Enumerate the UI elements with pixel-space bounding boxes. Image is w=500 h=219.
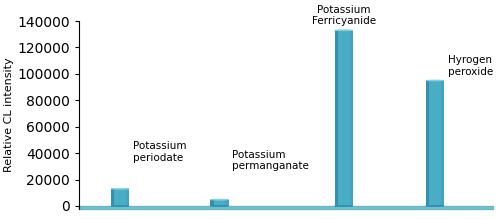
Bar (350, 30, 353, 206)
Ellipse shape (334, 30, 353, 31)
Bar (440, 81, 444, 206)
Bar (334, 30, 338, 206)
Ellipse shape (426, 80, 444, 81)
Ellipse shape (210, 199, 228, 200)
Bar (111, 189, 129, 206)
Bar (210, 200, 228, 206)
Bar (210, 200, 214, 206)
Ellipse shape (334, 205, 353, 207)
Bar (426, 81, 444, 206)
Text: Potassium
periodate: Potassium periodate (133, 141, 186, 163)
Bar (226, 200, 228, 206)
Bar (126, 189, 129, 206)
Y-axis label: Relative CL intensity: Relative CL intensity (4, 58, 14, 173)
Ellipse shape (111, 188, 129, 189)
Ellipse shape (426, 205, 444, 207)
Bar (334, 30, 353, 206)
Ellipse shape (111, 205, 129, 207)
Text: Hyrogen
peroxide: Hyrogen peroxide (448, 55, 493, 76)
Ellipse shape (210, 205, 228, 207)
Text: Potassium
Ferricyanide: Potassium Ferricyanide (312, 5, 376, 26)
Bar (78, 206, 493, 209)
Text: Potassium
permanganate: Potassium permanganate (232, 150, 309, 171)
Bar (426, 81, 429, 206)
Bar (111, 189, 114, 206)
